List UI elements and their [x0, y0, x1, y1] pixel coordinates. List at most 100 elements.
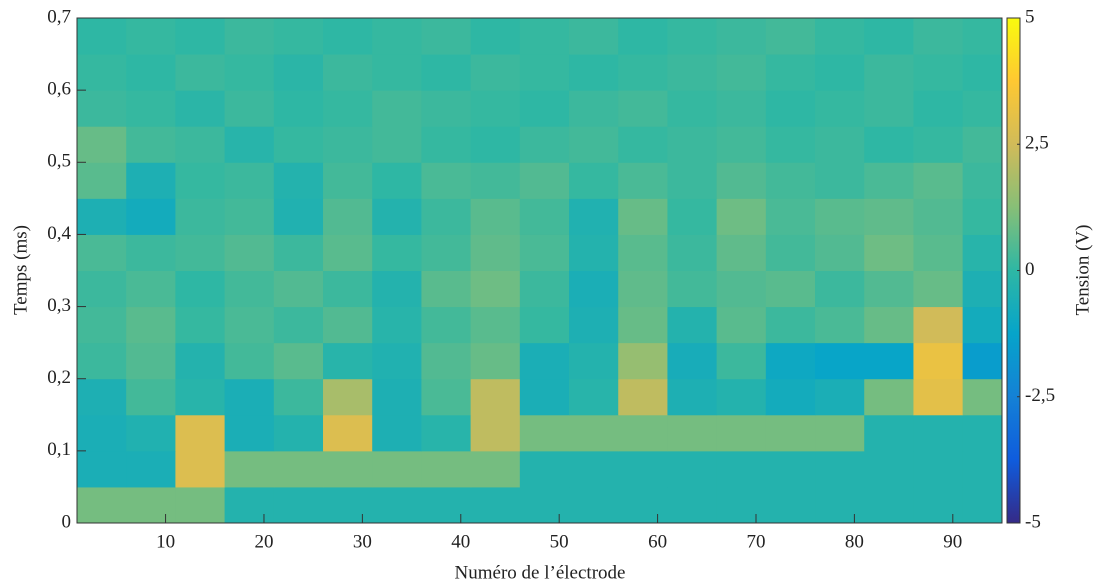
heatmap-cell — [765, 306, 816, 344]
heatmap-cell — [716, 342, 767, 380]
heatmap-cell — [913, 198, 964, 235]
heatmap-cell — [913, 306, 964, 344]
heatmap-cell — [126, 486, 176, 523]
heatmap-cell — [913, 270, 964, 308]
heatmap-cell — [913, 54, 964, 91]
x-tick-label: 40 — [451, 531, 470, 552]
heatmap-cell — [569, 126, 619, 163]
heatmap-cell — [77, 198, 127, 235]
heatmap-cell — [618, 162, 668, 199]
heatmap-cell — [126, 126, 176, 163]
heatmap-cell — [126, 306, 176, 344]
colorbar-tick-label: -5 — [1025, 511, 1041, 532]
heatmap-cell — [126, 270, 176, 308]
heatmap-cell — [421, 162, 472, 199]
heatmap-cell — [77, 18, 127, 55]
colorbar-label: Tension (V) — [1072, 224, 1093, 315]
heatmap-cell — [126, 198, 176, 235]
heatmap-cell — [323, 18, 373, 55]
y-axis-label: Temps (ms) — [10, 225, 31, 315]
heatmap-cell — [175, 450, 226, 488]
heatmap-cell — [273, 450, 324, 488]
y-tick-label: 0,5 — [47, 151, 71, 172]
heatmap-cell — [667, 54, 718, 91]
heatmap-cell — [126, 90, 176, 127]
heatmap-cell — [126, 18, 176, 55]
heatmap-cell — [716, 486, 767, 523]
heatmap-cell — [77, 234, 127, 271]
y-tick-label: 0,2 — [47, 367, 71, 388]
heatmap-cell — [273, 126, 324, 163]
heatmap-cell — [815, 198, 865, 235]
heatmap-cell — [864, 90, 914, 127]
heatmap-cell — [323, 450, 373, 488]
heatmap-cell — [765, 450, 816, 488]
heatmap-cell — [667, 378, 718, 416]
heatmap-cell — [815, 306, 865, 344]
heatmap-cell — [421, 342, 472, 380]
heatmap-cell — [224, 198, 275, 235]
heatmap-cell — [765, 54, 816, 91]
heatmap-cell — [175, 18, 226, 55]
heatmap-cell — [323, 90, 373, 127]
heatmap-cell — [224, 306, 275, 344]
heatmap-cell — [372, 234, 422, 271]
heatmap-cell — [372, 378, 422, 416]
heatmap-cell — [372, 162, 422, 199]
heatmap-cell — [864, 234, 914, 271]
heatmap-cell — [323, 306, 373, 344]
heatmap-cell — [962, 306, 1002, 344]
heatmap-cell — [618, 198, 668, 235]
heatmap-cell — [372, 414, 422, 452]
heatmap-cell — [962, 54, 1002, 91]
heatmap-cell — [519, 378, 570, 416]
heatmap-cell — [716, 414, 767, 452]
heatmap-cell — [224, 486, 275, 523]
heatmap-cell — [519, 414, 570, 452]
heatmap-cell — [126, 450, 176, 488]
heatmap-cell — [667, 486, 718, 523]
x-tick-label: 30 — [353, 531, 372, 552]
heatmap-cell — [618, 54, 668, 91]
heatmap-cell — [962, 270, 1002, 308]
heatmap-cell — [618, 342, 668, 380]
x-tick-label: 20 — [254, 531, 273, 552]
heatmap-cell — [815, 486, 865, 523]
heatmap-cell — [667, 198, 718, 235]
heatmap-cell — [519, 486, 570, 523]
heatmap-cell — [716, 270, 767, 308]
heatmap-cell — [765, 414, 816, 452]
heatmap-cell — [519, 234, 570, 271]
heatmap-cell — [765, 162, 816, 199]
heatmap-cell — [421, 378, 472, 416]
heatmap-cell — [913, 162, 964, 199]
heatmap-cell — [864, 18, 914, 55]
heatmap-cell — [470, 414, 521, 452]
heatmap-cell — [864, 198, 914, 235]
heatmap-cell — [864, 306, 914, 344]
heatmap-cell — [667, 306, 718, 344]
heatmap-cell — [421, 54, 472, 91]
heatmap-cell — [77, 342, 127, 380]
heatmap-cell — [323, 126, 373, 163]
heatmap-cell — [569, 378, 619, 416]
heatmap-cell — [175, 198, 226, 235]
heatmap-cell — [864, 54, 914, 91]
heatmap-cell — [569, 414, 619, 452]
heatmap-cell — [815, 414, 865, 452]
heatmap-cell — [470, 234, 521, 271]
heatmap-cell — [519, 306, 570, 344]
heatmap-cell — [569, 198, 619, 235]
heatmap-cell — [175, 162, 226, 199]
heatmap-cell — [470, 486, 521, 523]
heatmap-cell — [765, 486, 816, 523]
heatmap-cell — [273, 18, 324, 55]
heatmap-cell — [421, 198, 472, 235]
heatmap-cell — [126, 414, 176, 452]
heatmap-cell — [175, 414, 226, 452]
x-tick-label: 70 — [746, 531, 765, 552]
heatmap-cell — [323, 342, 373, 380]
heatmap-cell — [224, 342, 275, 380]
heatmap-cell — [77, 54, 127, 91]
heatmap-cell — [765, 18, 816, 55]
